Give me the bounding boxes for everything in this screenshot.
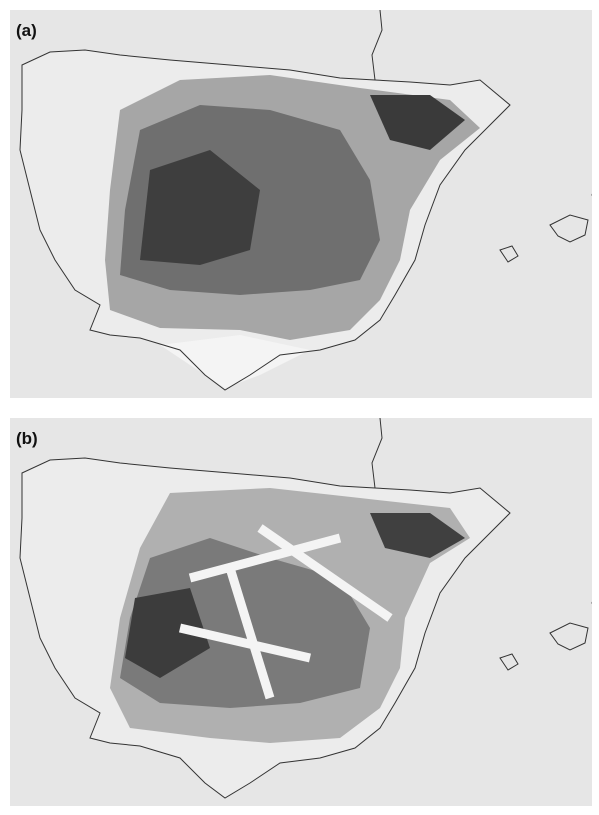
panel-label: (b) <box>16 429 38 448</box>
panel-b: (b) <box>10 418 599 806</box>
figure: (a) (b) <box>0 0 599 815</box>
panel-a: (a) <box>10 10 599 398</box>
panel-label: (a) <box>16 21 37 40</box>
page: (a) (b) (() => { const data = JSON.parse… <box>0 0 599 815</box>
